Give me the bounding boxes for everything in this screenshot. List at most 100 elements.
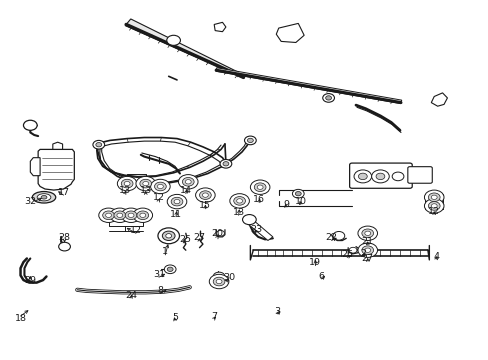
Circle shape bbox=[99, 208, 118, 222]
Circle shape bbox=[165, 234, 171, 238]
Circle shape bbox=[157, 184, 163, 189]
Circle shape bbox=[121, 179, 133, 188]
Circle shape bbox=[254, 183, 265, 192]
Text: 10: 10 bbox=[294, 197, 306, 206]
Text: 29: 29 bbox=[24, 276, 36, 285]
Circle shape bbox=[164, 265, 176, 274]
Circle shape bbox=[96, 143, 102, 147]
Circle shape bbox=[178, 175, 198, 189]
Text: 1: 1 bbox=[162, 248, 168, 256]
Circle shape bbox=[121, 208, 141, 222]
Circle shape bbox=[117, 213, 122, 217]
Circle shape bbox=[202, 193, 208, 197]
Text: 2: 2 bbox=[359, 249, 365, 258]
Circle shape bbox=[391, 172, 403, 181]
Circle shape bbox=[166, 35, 180, 45]
Circle shape bbox=[325, 96, 331, 100]
Circle shape bbox=[167, 194, 186, 209]
Circle shape bbox=[171, 197, 183, 206]
Circle shape bbox=[137, 211, 148, 220]
Circle shape bbox=[430, 204, 436, 208]
Text: 4: 4 bbox=[432, 252, 438, 261]
Circle shape bbox=[292, 189, 304, 198]
Text: 21: 21 bbox=[361, 238, 373, 247]
Circle shape bbox=[371, 170, 388, 183]
Circle shape bbox=[133, 208, 152, 222]
Circle shape bbox=[117, 176, 137, 191]
Text: 32: 32 bbox=[24, 197, 36, 206]
Circle shape bbox=[427, 202, 439, 210]
Circle shape bbox=[223, 162, 228, 166]
Circle shape bbox=[142, 181, 148, 186]
Circle shape bbox=[23, 120, 37, 130]
Text: 12: 12 bbox=[130, 226, 142, 235]
Circle shape bbox=[105, 213, 111, 217]
Circle shape bbox=[125, 211, 137, 220]
Circle shape bbox=[357, 243, 377, 257]
Text: 13: 13 bbox=[119, 186, 130, 195]
Text: 27: 27 bbox=[361, 254, 373, 263]
Polygon shape bbox=[215, 68, 401, 104]
Text: 14: 14 bbox=[180, 186, 191, 195]
Circle shape bbox=[124, 181, 130, 186]
Circle shape bbox=[427, 193, 439, 202]
Circle shape bbox=[195, 188, 215, 202]
Text: 13: 13 bbox=[140, 186, 151, 195]
Circle shape bbox=[361, 229, 373, 238]
Text: 5: 5 bbox=[172, 313, 178, 322]
Text: 13: 13 bbox=[232, 208, 244, 217]
Circle shape bbox=[199, 191, 211, 199]
Text: 7: 7 bbox=[211, 311, 217, 320]
Circle shape bbox=[229, 194, 249, 208]
Circle shape bbox=[167, 267, 173, 271]
Polygon shape bbox=[430, 93, 447, 106]
Circle shape bbox=[322, 94, 334, 102]
Circle shape bbox=[150, 179, 170, 194]
Text: 12: 12 bbox=[427, 207, 439, 216]
Text: 31: 31 bbox=[153, 270, 164, 279]
Circle shape bbox=[375, 173, 384, 180]
Circle shape bbox=[182, 177, 194, 186]
Circle shape bbox=[158, 228, 179, 244]
Text: 3: 3 bbox=[274, 307, 280, 316]
Polygon shape bbox=[246, 219, 272, 240]
Text: 24: 24 bbox=[125, 291, 137, 300]
Circle shape bbox=[361, 246, 373, 255]
Circle shape bbox=[233, 197, 245, 205]
Circle shape bbox=[247, 138, 253, 143]
Text: 28: 28 bbox=[59, 233, 70, 242]
Circle shape bbox=[136, 176, 155, 191]
FancyBboxPatch shape bbox=[407, 167, 431, 183]
Text: 23: 23 bbox=[250, 225, 262, 234]
Circle shape bbox=[250, 180, 269, 194]
Ellipse shape bbox=[32, 192, 56, 203]
Circle shape bbox=[236, 199, 242, 203]
Ellipse shape bbox=[37, 194, 51, 201]
Ellipse shape bbox=[41, 195, 47, 199]
Circle shape bbox=[364, 231, 370, 235]
Circle shape bbox=[364, 248, 370, 252]
Circle shape bbox=[430, 195, 436, 199]
Text: 12: 12 bbox=[153, 193, 164, 202]
Circle shape bbox=[213, 272, 224, 281]
Circle shape bbox=[185, 180, 191, 184]
Circle shape bbox=[348, 247, 356, 253]
Text: 22: 22 bbox=[325, 233, 337, 242]
Circle shape bbox=[244, 136, 256, 145]
Circle shape bbox=[220, 159, 231, 168]
Circle shape bbox=[216, 230, 224, 236]
Circle shape bbox=[216, 279, 222, 284]
Circle shape bbox=[257, 185, 263, 189]
Text: 19: 19 bbox=[309, 258, 321, 267]
Circle shape bbox=[110, 208, 129, 222]
FancyBboxPatch shape bbox=[349, 163, 411, 188]
Circle shape bbox=[295, 192, 301, 196]
Circle shape bbox=[424, 199, 443, 213]
Text: 27: 27 bbox=[193, 233, 205, 242]
Text: 15: 15 bbox=[199, 201, 211, 210]
Polygon shape bbox=[214, 22, 225, 32]
Circle shape bbox=[174, 199, 180, 204]
Circle shape bbox=[424, 190, 443, 204]
Text: 9: 9 bbox=[283, 200, 288, 209]
Circle shape bbox=[332, 231, 344, 240]
